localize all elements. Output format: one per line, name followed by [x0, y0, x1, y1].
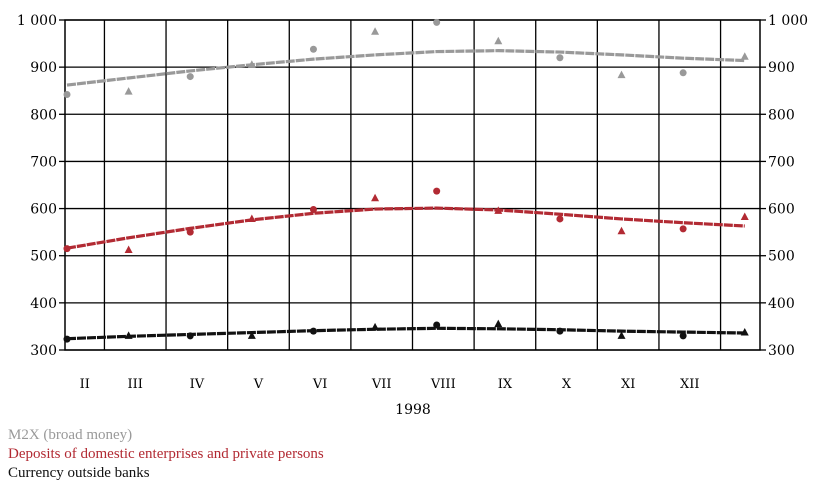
- chart-series: [63, 18, 749, 343]
- series-trend-line: [66, 49, 745, 87]
- y-tick-label-right: 300: [768, 343, 795, 359]
- x-tick-label: XI: [621, 377, 635, 392]
- x-tick-label: V: [253, 377, 264, 392]
- x-tick-label: VII: [371, 377, 392, 392]
- data-point: [556, 215, 564, 223]
- y-tick-label-right: 900: [768, 60, 795, 76]
- x-tick-label: IV: [190, 377, 205, 392]
- chart-grid: [65, 19, 760, 351]
- data-point: [63, 245, 71, 253]
- data-point: [679, 332, 687, 340]
- data-point: [433, 321, 441, 329]
- data-point: [679, 69, 687, 77]
- x-tick-label: III: [128, 377, 143, 392]
- chart-tick-labels: 300 300 400 400 500 500 600 600 700 700 800 800 900 9…: [17, 13, 808, 392]
- chart-axes: [59, 19, 766, 351]
- data-point: [494, 319, 503, 328]
- data-point: [309, 206, 317, 214]
- series-trend-line: [66, 326, 745, 341]
- y-tick-label-left: 300: [30, 343, 57, 359]
- data-point: [124, 245, 133, 254]
- data-point: [556, 327, 564, 335]
- data-point: [433, 18, 441, 26]
- data-point: [309, 327, 317, 335]
- data-point: [247, 60, 256, 68]
- data-point: [124, 331, 133, 339]
- data-point: [371, 27, 380, 35]
- x-tick-label: XII: [680, 377, 700, 392]
- data-point: [617, 331, 626, 339]
- y-tick-label-right: 700: [768, 154, 795, 170]
- data-point: [679, 225, 687, 233]
- data-point: [556, 54, 564, 62]
- data-point: [371, 193, 380, 202]
- series-trend-line: [66, 206, 745, 250]
- data-point: [617, 226, 626, 235]
- series-2: [63, 319, 749, 343]
- data-point: [740, 52, 749, 60]
- y-tick-label-left: 500: [30, 249, 57, 265]
- y-tick-label-right: 600: [768, 202, 795, 218]
- y-tick-label-right: 800: [768, 107, 795, 123]
- x-tick-label: VI: [312, 377, 328, 392]
- y-tick-label-right: 400: [768, 296, 795, 312]
- data-point: [63, 90, 71, 98]
- y-tick-label-left: 600: [30, 202, 57, 218]
- y-tick-label-left: 900: [30, 60, 57, 76]
- data-point: [63, 335, 71, 343]
- data-point: [494, 206, 503, 214]
- data-point: [309, 45, 317, 53]
- x-tick-label: II: [80, 377, 90, 392]
- chart: 300 300 400 400 500 500 600 600 700 700 800 800 900 9…: [17, 13, 808, 418]
- series-1: [63, 187, 749, 254]
- x-axis-label: 1998: [395, 402, 431, 418]
- data-point: [247, 331, 256, 339]
- y-tick-label-left: 800: [30, 107, 57, 123]
- legend-item-m2x: M2X (broad money): [8, 427, 133, 443]
- x-tick-label: X: [562, 377, 572, 392]
- legend-item-currency: Currency outside banks: [8, 465, 150, 481]
- data-point: [186, 73, 194, 81]
- x-tick-label: IX: [498, 377, 513, 392]
- y-tick-label-right: 500: [768, 249, 795, 265]
- y-tick-label-left: 400: [30, 296, 57, 312]
- plot-frame: [64, 19, 761, 351]
- data-point: [494, 36, 503, 45]
- series-0: [63, 18, 749, 98]
- legend-item-deposits: Deposits of domestic enterprises and pri…: [8, 446, 324, 462]
- data-point: [124, 87, 133, 95]
- y-tick-label-right: 1 000: [768, 13, 808, 29]
- x-tick-label: VIII: [430, 377, 456, 392]
- data-point: [617, 70, 626, 79]
- data-point: [247, 214, 256, 222]
- data-point: [433, 187, 441, 195]
- y-tick-label-left: 1 000: [17, 13, 57, 29]
- data-point: [740, 328, 749, 336]
- chart-legend: M2X (broad money) Deposits of domestic e…: [8, 426, 324, 483]
- data-point: [740, 212, 749, 221]
- data-point: [186, 228, 194, 236]
- data-point: [371, 322, 380, 331]
- data-point: [186, 332, 194, 340]
- y-tick-label-left: 700: [30, 154, 57, 170]
